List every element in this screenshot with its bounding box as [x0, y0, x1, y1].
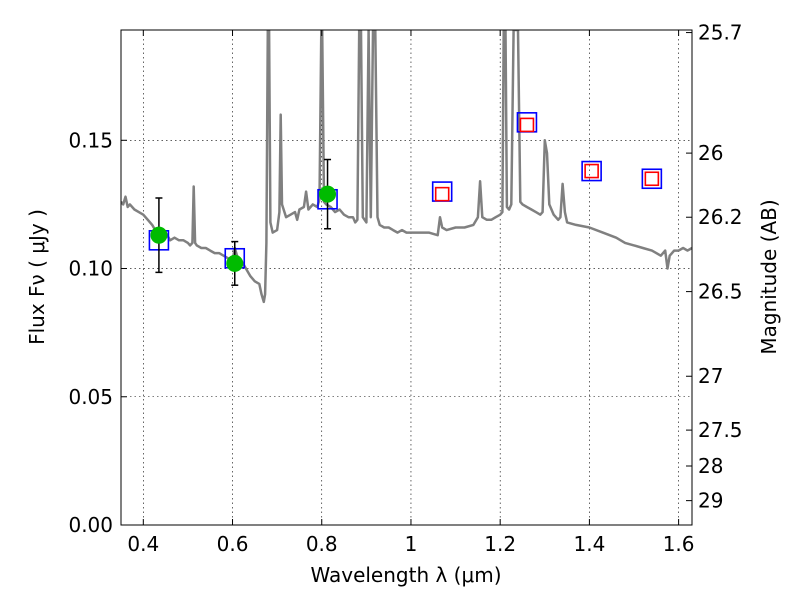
observed-photometry-point [150, 226, 168, 244]
model-photometry-inner-point [644, 171, 660, 187]
plot-area [121, 30, 692, 304]
model-photometry-inner-point [584, 163, 599, 179]
model-spectrum-line [121, 30, 692, 304]
x-tick-label: 1.4 [573, 532, 605, 556]
series-layer [121, 30, 692, 304]
grid-lines [121, 30, 692, 525]
x-tick-label: 1 [405, 532, 418, 556]
y-tick-label: 0.05 [68, 385, 113, 409]
y2-tick-label: 29 [698, 489, 723, 513]
model-photometry-point [641, 168, 663, 190]
model-photometry-point [581, 160, 602, 182]
x-tick-label: 0.6 [217, 532, 249, 556]
y2-axis-label: Magnitude (AB) [757, 199, 781, 354]
y-tick-label: 0.00 [68, 513, 113, 537]
y2-tick-label: 26.2 [698, 205, 743, 229]
plot-frame [120, 29, 693, 526]
x-tick-label: 0.8 [306, 532, 338, 556]
observed-photometry-point [226, 254, 244, 272]
y2-tick-label: 25.7 [698, 21, 743, 45]
y-tick-label: 0.10 [68, 257, 113, 281]
x-axis-label: Wavelength λ (μm) [310, 563, 501, 587]
y2-tick-label: 28 [698, 454, 723, 478]
y2-tick-label: 27 [698, 364, 723, 388]
model-photometry-inner-point [434, 186, 450, 202]
y2-tick-label: 26.5 [698, 280, 743, 304]
model-photometry-inner-point [519, 117, 535, 133]
x-tick-label: 1.2 [484, 532, 516, 556]
y-tick-label: 0.15 [68, 128, 113, 152]
y2-tick-label: 27.5 [698, 418, 743, 442]
y2-tick-label: 26 [698, 141, 723, 165]
observed-photometry-point [319, 185, 337, 203]
y-axis-label: Flux Fν ( μJy ) [25, 209, 49, 345]
axis-ticks: 0.4 0.6 0.8 1 1.2 1.4 1.6 0.00 0.05 0.10 0.15 25.7 2… [68, 21, 742, 556]
x-tick-label: 1.6 [663, 532, 695, 556]
x-tick-label: 0.4 [127, 532, 159, 556]
